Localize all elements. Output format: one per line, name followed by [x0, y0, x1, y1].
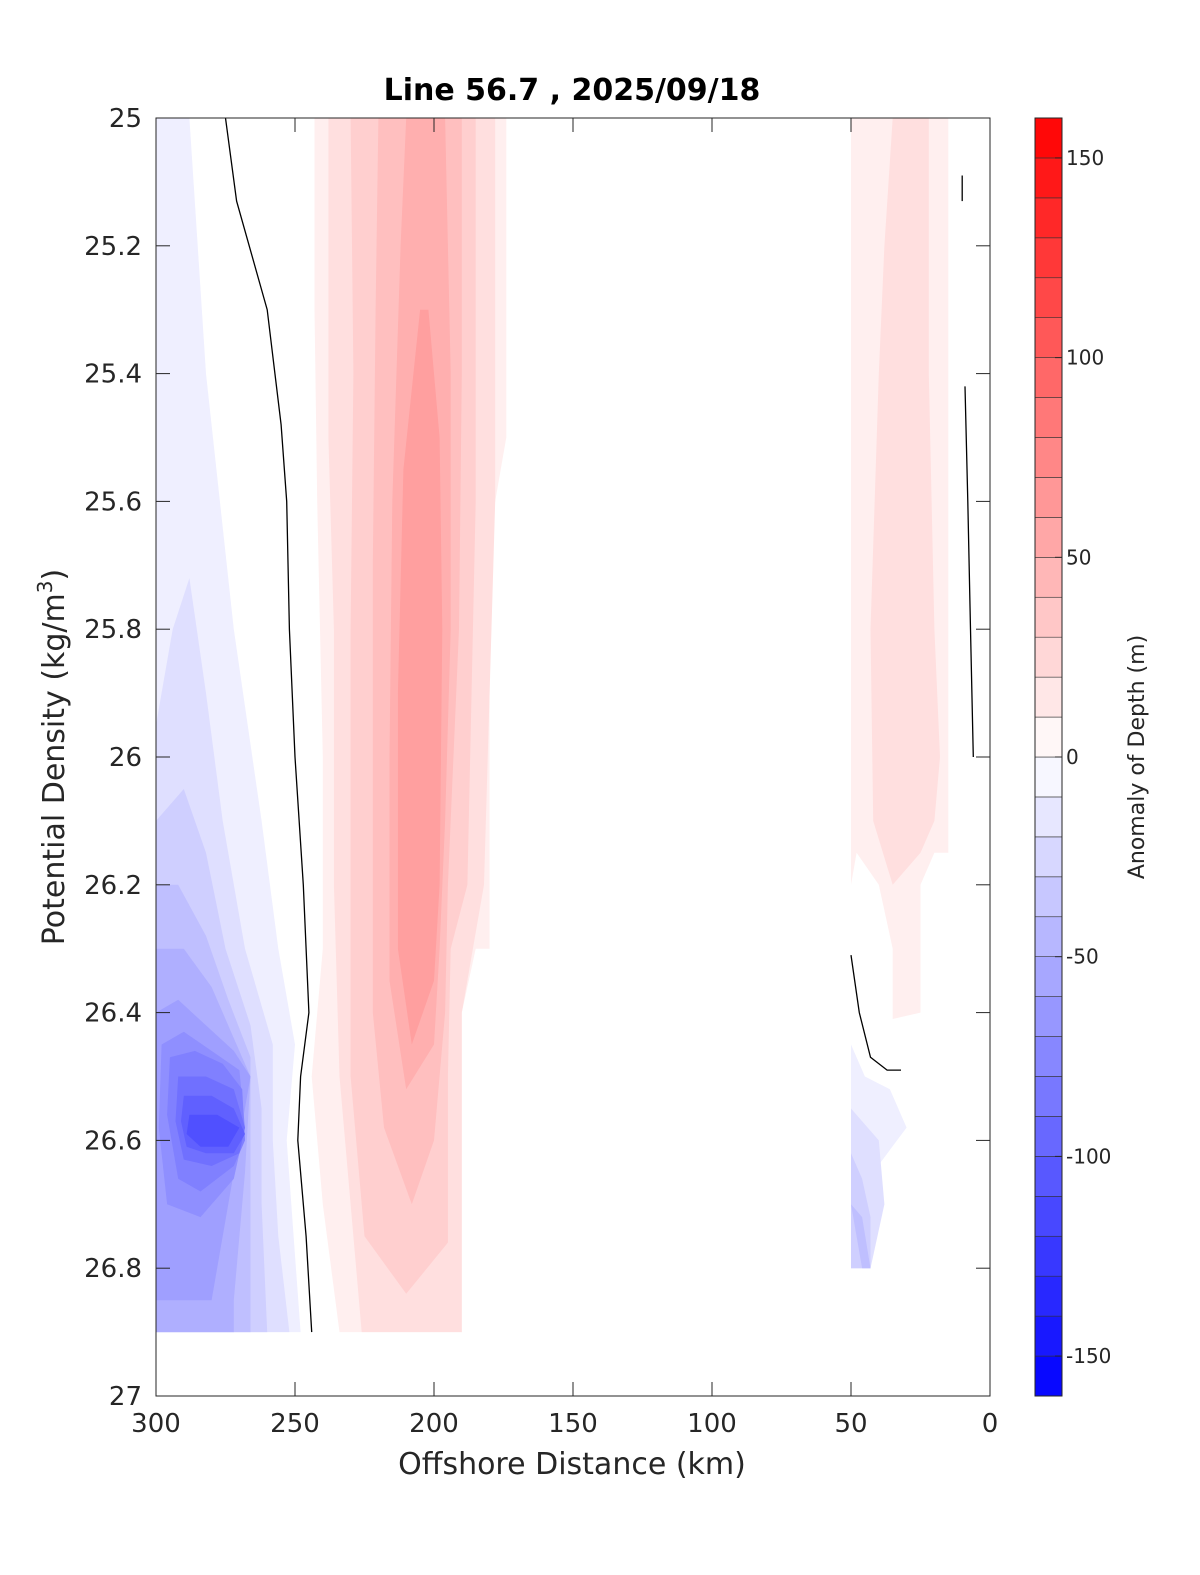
contour-region-22 — [851, 1204, 871, 1269]
x-tick-label: 300 — [131, 1409, 181, 1439]
colorbar-segment — [1034, 557, 1063, 598]
colorbar-segment — [1034, 636, 1063, 678]
colorbar-tick-label: 50 — [1066, 545, 1091, 569]
x-tick-label: 50 — [834, 1409, 867, 1439]
colorbar-segment — [1034, 716, 1063, 758]
colorbar-segment — [1034, 1315, 1063, 1357]
contour-regions — [156, 118, 949, 1333]
plot-frame — [155, 117, 991, 1397]
colorbar-tick-label: 150 — [1066, 146, 1104, 170]
colorbar-segment — [1034, 437, 1063, 478]
colorbar-tick-label: -50 — [1066, 945, 1099, 969]
y-tick-label: 25.2 — [84, 232, 142, 262]
y-tick-label: 26.8 — [84, 1254, 142, 1284]
contour-region-18 — [870, 118, 940, 885]
plot-area — [155, 117, 991, 1397]
colorbar-segment — [1034, 1036, 1063, 1077]
y-tick-labels: 25 25.2 25.4 25.6 25.8 26 26.2 26.4 26.6 26.8 27 — [84, 104, 142, 1412]
x-tick-label: 100 — [687, 1409, 737, 1439]
y-axis-label-main: Potential Density (kg/m — [37, 593, 72, 945]
colorbar-segment — [1034, 1275, 1063, 1317]
colorbar-segment — [1034, 1156, 1063, 1197]
colorbar-segment — [1034, 1355, 1063, 1397]
x-tick-label: 150 — [548, 1409, 598, 1439]
y-tick-label: 26 — [109, 743, 142, 773]
y-tick-label: 26.4 — [84, 999, 142, 1029]
colorbar-segment — [1034, 117, 1063, 159]
chart-title: Line 56.7 , 2025/09/18 — [384, 73, 761, 108]
colorbar-segment — [1034, 916, 1063, 957]
colorbar-segment — [1034, 277, 1063, 318]
zero-contour-lines — [224, 118, 974, 1333]
y-tick-label: 25.8 — [84, 615, 142, 645]
colorbar-segment — [1034, 357, 1063, 398]
x-axis-label: Offshore Distance (km) — [398, 1447, 746, 1482]
colorbar-label: Anomaly of Depth (m) — [1125, 635, 1150, 879]
colorbar-segment — [1034, 1076, 1063, 1117]
colorbar-segment — [1034, 676, 1063, 718]
colorbar-segment — [1034, 1235, 1063, 1277]
colorbar-tick-label: -100 — [1066, 1144, 1111, 1168]
colorbar — [1034, 117, 1063, 1397]
contour-region-10 — [186, 1114, 240, 1147]
colorbar-segment — [1034, 996, 1063, 1037]
colorbar-segment — [1034, 596, 1063, 638]
colorbar-tick-label: -150 — [1066, 1344, 1111, 1368]
colorbar-segment — [1034, 157, 1063, 199]
colorbar-segment — [1034, 956, 1063, 997]
colorbar-segment — [1034, 517, 1063, 558]
y-axis-label: Potential Density (kg/m3) — [33, 569, 72, 945]
colorbar-segment — [1034, 1116, 1063, 1157]
y-tick-label: 26.2 — [84, 871, 142, 901]
colorbar-tick-label: 100 — [1066, 346, 1104, 370]
colorbar-segment — [1034, 397, 1063, 438]
y-axis-label-superscript: 3 — [33, 580, 57, 593]
colorbar-tick-label: 0 — [1066, 745, 1079, 769]
y-tick-label: 25.6 — [84, 487, 142, 517]
colorbar-segment — [1034, 836, 1063, 878]
x-tick-label: 0 — [982, 1409, 999, 1439]
x-tick-label: 250 — [270, 1409, 320, 1439]
y-tick-label: 26.6 — [84, 1126, 142, 1156]
x-tick-label: 200 — [409, 1409, 459, 1439]
colorbar-segment — [1034, 756, 1063, 798]
zero-contour-line-3 — [850, 955, 901, 1071]
colorbar-tick-labels: 150 100 50 0 -50 -100 -150 — [1066, 146, 1111, 1368]
x-tick-labels: 300 250 200 150 100 50 0 — [131, 1409, 998, 1439]
y-axis-label-end: ) — [37, 569, 72, 581]
y-tick-label: 25 — [109, 104, 142, 134]
colorbar-segment — [1034, 197, 1063, 239]
colorbar-segment — [1034, 796, 1063, 838]
colorbar-segment — [1034, 317, 1063, 358]
colorbar-segment — [1034, 477, 1063, 518]
contour-region-16 — [397, 309, 443, 1045]
colorbar-segment — [1034, 876, 1063, 918]
colorbar-segment — [1034, 1196, 1063, 1237]
zero-contour-line-2 — [964, 386, 974, 758]
y-tick-label: 25.4 — [84, 360, 142, 390]
zero-contour-line-0 — [224, 118, 313, 1333]
y-tick-label: 27 — [109, 1382, 142, 1412]
colorbar-segment — [1034, 237, 1063, 279]
